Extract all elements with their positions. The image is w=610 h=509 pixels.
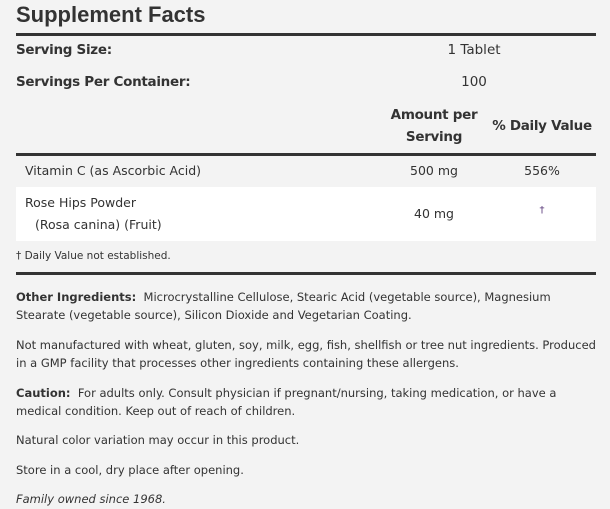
- table-row: [16, 187, 596, 241]
- servings-per-container-label: Servings Per Container:: [16, 74, 191, 90]
- divider: [16, 153, 596, 156]
- nutrient-amount: 500 mg: [410, 163, 458, 178]
- daily-value-header: % Daily Value: [492, 118, 592, 134]
- amount-header-line1: Amount per: [390, 107, 478, 123]
- nutrient-amount: 40 mg: [414, 206, 454, 221]
- nutrient-name: Rose Hips Powder: [25, 195, 136, 210]
- allergen-statement: Not manufactured with wheat, gluten, soy…: [16, 338, 596, 370]
- nutrient-subname: (Rosa canina) (Fruit): [35, 217, 162, 232]
- other-ingredients-label: Other Ingredients:: [16, 290, 137, 304]
- serving-size-value: 1 Tablet: [447, 42, 501, 58]
- caution-text: For adults only. Consult physician if pr…: [16, 386, 557, 418]
- other-ingredients: Other Ingredients: Microcrystalline Cell…: [16, 288, 596, 324]
- page-title: Supplement Facts: [16, 2, 206, 27]
- caution: Caution: For adults only. Consult physic…: [16, 384, 596, 420]
- footnote: † Daily Value not established.: [16, 250, 171, 262]
- other-ingredients-text: Microcrystalline Cellulose, Stearic Acid…: [16, 290, 551, 322]
- caution-label: Caution:: [16, 386, 71, 400]
- servings-per-container-value: 100: [461, 74, 487, 90]
- storage-note: Store in a cool, dry place after opening…: [16, 463, 244, 477]
- family-note: Family owned since 1968.: [16, 492, 166, 506]
- amount-header-line2: Serving: [405, 129, 463, 145]
- nutrient-dv: 556%: [524, 163, 560, 178]
- nutrient-name: Vitamin C (as Ascorbic Acid): [25, 163, 202, 178]
- nutrient-dv: †: [539, 205, 545, 216]
- serving-size-label: Serving Size:: [16, 42, 112, 58]
- divider: [16, 33, 596, 36]
- divider: [16, 272, 596, 275]
- color-note: Natural color variation may occur in thi…: [16, 433, 300, 447]
